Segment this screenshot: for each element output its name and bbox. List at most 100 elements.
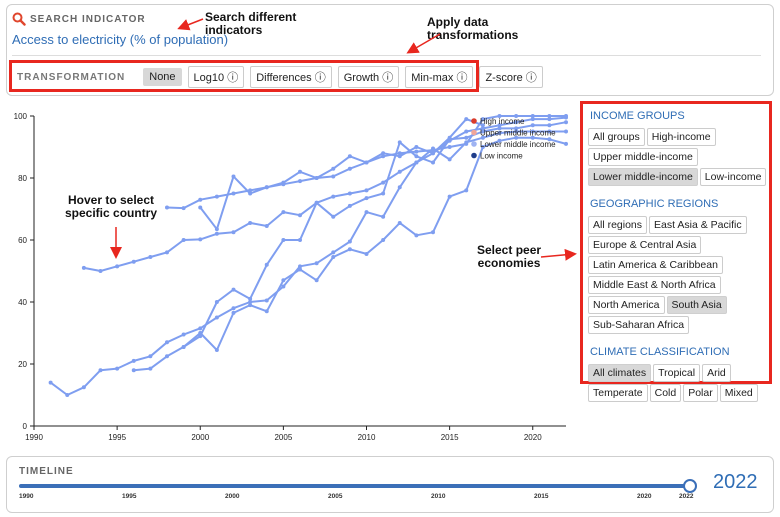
data-point [464,135,469,140]
data-point [231,191,236,196]
series-line[interactable] [50,130,566,396]
data-point [281,284,286,289]
data-point [131,368,136,373]
data-point [298,213,302,218]
data-point [131,259,136,264]
chip-all-groups[interactable]: All groups [588,128,645,146]
data-point [347,247,352,252]
annotation-search: Search different indicators [205,11,296,37]
transform-none-button[interactable]: None [143,68,182,86]
data-point [214,194,219,199]
chip-europe-central-asia[interactable]: Europe & Central Asia [588,236,702,254]
transform-zscore-button[interactable]: Z-score ⓘ [479,66,543,88]
annotation-transform-line1: Apply data [427,15,489,29]
data-point [165,354,169,359]
chip-polar[interactable]: Polar [683,384,718,402]
timeline-track[interactable] [19,484,689,488]
data-point [248,300,253,304]
series-line[interactable] [83,116,567,272]
data-point [298,267,302,272]
data-point [564,129,568,134]
annotation-peer-line2: economies [477,256,541,270]
data-point [81,265,86,270]
annotation-hover: Hover to select specific country [65,194,157,220]
data-point [397,151,402,156]
data-point [347,154,352,159]
data-point [447,137,452,142]
data-point [547,129,552,134]
timeline-tick: 2015 [534,493,549,500]
data-point [231,306,236,311]
arrow-to-sidebar [540,248,577,261]
data-point [530,129,535,134]
data-point [181,332,186,337]
chip-upper-middle-income[interactable]: Upper middle-income [588,148,698,166]
data-point [530,123,535,128]
data-point [381,214,386,219]
chip-east-asia-pacific[interactable]: East Asia & Pacific [649,216,747,234]
y-tick-label: 60 [18,236,27,245]
data-point [497,114,502,118]
annotation-hover-line2: specific country [65,206,158,220]
series-line[interactable] [182,136,567,352]
annotation-peer: Select peer economies [477,244,541,270]
data-point [514,114,519,118]
y-tick-label: 80 [18,174,27,183]
data-point [464,188,469,193]
legend-label: Lower middle income [480,140,556,149]
chip-sub-saharan-africa[interactable]: Sub-Saharan Africa [588,316,690,334]
data-point [214,231,219,236]
data-point [331,174,336,179]
data-point [264,185,269,190]
indicator-search-input[interactable]: Access to electricity (% of population) [12,32,229,47]
data-point [281,238,286,242]
data-point [231,310,236,315]
chip-all-climates[interactable]: All climates [588,364,652,382]
search-icon[interactable] [12,12,26,26]
data-point [514,135,519,140]
chip-all-regions[interactable]: All regions [588,216,648,234]
chip-low-income[interactable]: Low-income [699,168,767,186]
data-point [214,300,219,304]
timeline-slider-handle[interactable] [683,479,697,493]
line-chart[interactable]: 0 20 40 60 80 100 1990 1995 2000 2005 2010 2015 2020… [0,100,575,450]
transform-differences-button[interactable]: Differences ⓘ [250,66,332,88]
data-point [564,114,568,118]
data-point [314,278,319,283]
annotation-search-line2: indicators [205,23,263,37]
divider [12,55,761,56]
data-point [514,120,519,125]
data-point [364,210,369,215]
chip-tropical[interactable]: Tropical [653,364,701,382]
annotation-arrows-chart [110,227,577,261]
chip-middle-east-north-africa[interactable]: Middle East & North Africa [588,276,721,294]
data-point [248,191,253,196]
chip-cold[interactable]: Cold [649,384,682,402]
chip-north-america[interactable]: North America [588,296,665,314]
transform-log10-button[interactable]: Log10 ⓘ [187,66,245,88]
chip-high-income[interactable]: High-income [646,128,716,146]
data-point [298,169,302,174]
transform-growth-button[interactable]: Growth ⓘ [337,66,400,88]
data-point [148,366,153,371]
data-point [165,205,169,210]
data-point [447,157,452,162]
legend-label: Upper middle income [480,129,556,138]
y-tick-label: 40 [18,298,27,307]
climate-chips: All climates Tropical Arid Temperate Col… [588,364,768,402]
chip-temperate[interactable]: Temperate [588,384,648,402]
chip-south-asia[interactable]: South Asia [666,296,727,314]
chip-lower-middle-income[interactable]: Lower middle-income [588,168,698,186]
data-point [347,239,352,244]
data-point [431,230,435,235]
transform-minmax-button[interactable]: Min-max ⓘ [405,66,474,88]
chip-mixed[interactable]: Mixed [719,384,758,402]
data-point [397,185,402,190]
geographic-regions-title: GEOGRAPHIC REGIONS [590,198,719,210]
data-point [497,131,502,136]
y-tick-label: 20 [18,360,27,369]
data-point [447,145,452,149]
chip-latin-america-caribbean[interactable]: Latin America & Caribbean [588,256,723,274]
chip-arid[interactable]: Arid [702,364,731,382]
region-chips: All regions East Asia & Pacific Europe &… [588,216,768,334]
